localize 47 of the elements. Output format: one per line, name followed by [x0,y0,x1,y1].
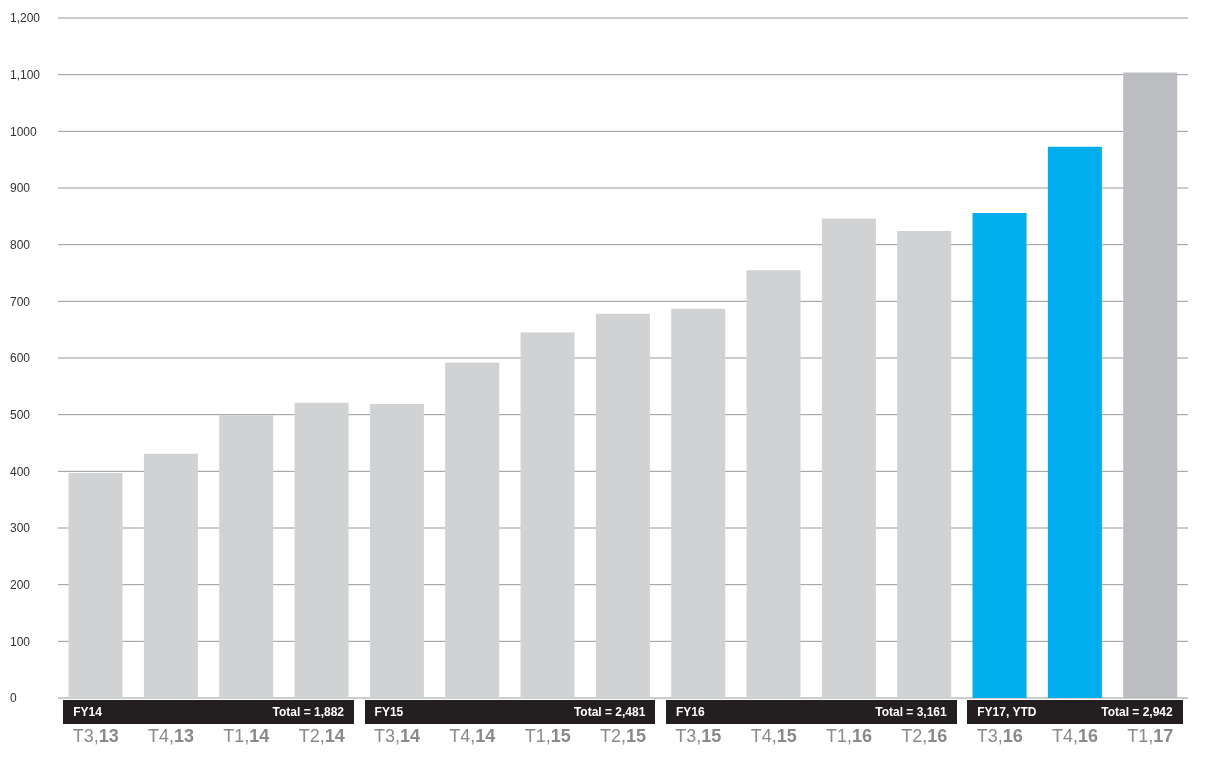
x-tick-label: T4,14 [449,726,496,746]
x-tick-label: T2,16 [901,726,948,746]
x-tick-label: T2,14 [298,726,345,746]
bar [445,362,500,698]
y-tick-label: 0 [10,691,17,706]
y-tick-label: 500 [10,407,31,422]
x-tick-label: T1,15 [524,726,571,746]
x-tick-label: T4,16 [1051,726,1099,746]
x-tick-label: T1,14 [223,726,270,746]
y-tick-label: 1,100 [10,67,41,82]
bar [219,415,274,698]
x-tick-label: T3,13 [72,726,119,746]
y-tick-label: 200 [10,577,31,592]
y-tick-label: 800 [10,237,31,252]
y-tick-label: 400 [10,464,31,479]
bar [897,231,952,698]
x-tick-label: T3,15 [675,726,722,746]
bar [821,218,876,698]
bar [369,403,424,698]
bar [1123,72,1178,698]
y-tick-label: 1,200 [10,11,41,26]
y-tick-label: 100 [10,634,31,649]
label-strip: FY16 Total = 3,161 [665,700,957,724]
x-tick-label: T3,14 [373,726,421,746]
y-tick-label: 300 [10,521,31,536]
bar [972,212,1027,698]
label-strip: FY14 Total = 1,882 [63,700,355,724]
bar [143,453,198,698]
y-tick-label: 900 [10,181,31,196]
x-tick-label: T1,17 [1127,726,1174,746]
x-tick-label: T4,13 [147,726,195,746]
bar [520,332,575,698]
y-tick-label: 1000 [10,124,38,139]
label-strip: FY17, YTD Total = 2,942 [967,700,1183,724]
x-tick-label: T3,16 [976,726,1023,746]
x-tick-label: T2,15 [599,726,647,746]
bar [671,308,726,698]
bar [746,270,801,698]
bar [595,313,650,698]
y-tick-label: 600 [10,351,31,366]
label-strip: FY15 Total = 2,481 [364,700,656,724]
x-tick-label: T1,16 [825,726,873,746]
bar [1047,146,1102,698]
y-tick-label: 700 [10,294,31,309]
x-tick-label: T4,15 [750,726,797,746]
bar [68,473,123,698]
bar [294,402,349,698]
